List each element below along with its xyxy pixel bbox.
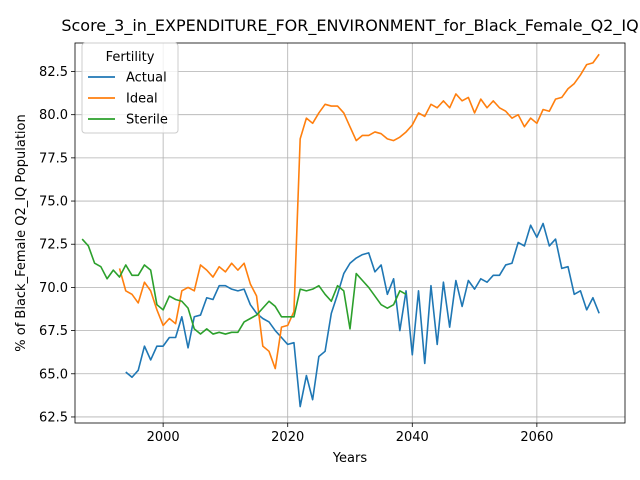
chart-title: Score_3_in_EXPENDITURE_FOR_ENVIRONMENT_f… (61, 16, 638, 36)
grid-lines (75, 43, 625, 423)
y-tick-label: 75.0 (39, 195, 68, 210)
series-line-ideal (118, 53, 600, 370)
plot-frame (74, 42, 626, 424)
x-tick-label: 2060 (520, 430, 553, 445)
legend-label-ideal: Ideal (126, 92, 158, 107)
legend-label-sterile: Sterile (126, 113, 168, 128)
x-tick-label: 2040 (396, 430, 429, 445)
y-tick-label: 62.5 (39, 410, 68, 425)
series-line-sterile (81, 238, 407, 335)
x-axis-label: Years (332, 451, 368, 466)
y-tick-label: 65.0 (39, 367, 68, 382)
y-tick-label: 80.0 (39, 108, 68, 123)
legend-label-actual: Actual (126, 71, 167, 86)
series-line-actual (125, 222, 600, 408)
y-tick-label: 70.0 (39, 281, 68, 296)
x-tick-label: 2020 (271, 430, 304, 445)
y-tick-label: 67.5 (39, 324, 68, 339)
legend-box (81, 42, 179, 134)
axis-ticks: 2000 2020 2040 2060 62.5 65.0 67.5 70.0 72.5 75.0… (39, 65, 553, 445)
y-tick-label: 77.5 (39, 151, 68, 166)
legend-title: Fertility (106, 50, 155, 65)
x-tick-label: 2000 (147, 430, 180, 445)
y-tick-label: 82.5 (39, 65, 68, 80)
legend: Fertility Actual Ideal Sterile (81, 42, 179, 134)
series-lines (81, 53, 600, 408)
y-tick-label: 72.5 (39, 238, 68, 253)
y-axis-label: % of Black_Female Q2_IQ Population (14, 114, 29, 351)
